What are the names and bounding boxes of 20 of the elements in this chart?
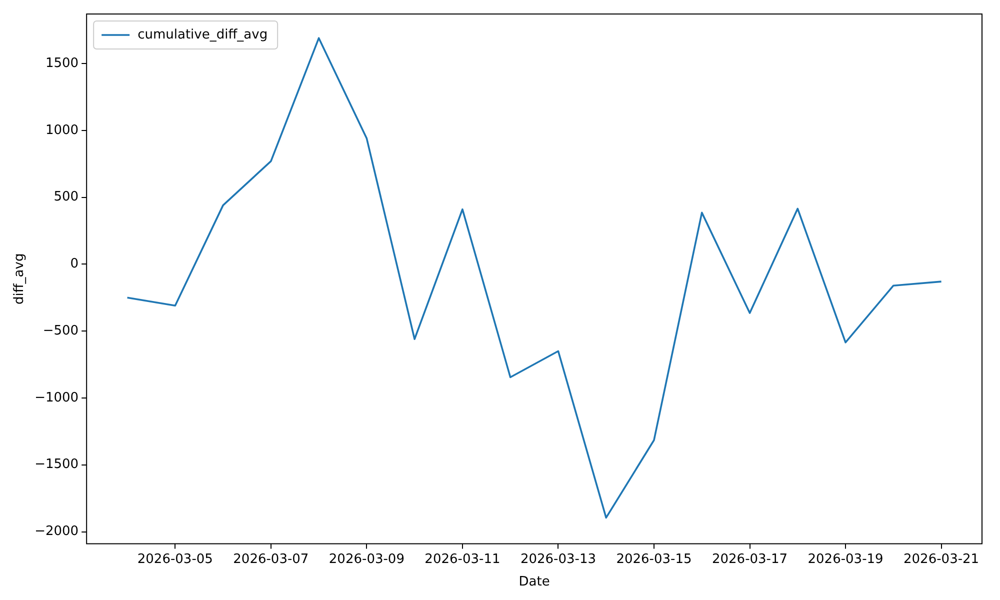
y-tick-label: −1500 xyxy=(34,457,79,472)
y-tick-label: −1000 xyxy=(34,390,79,406)
x-axis-title: Date xyxy=(518,574,550,590)
x-tick-label: 2026-03-11 xyxy=(424,552,500,567)
y-tick-label: 500 xyxy=(54,190,79,205)
y-tick-label: 1500 xyxy=(45,56,79,71)
x-tick-label: 2026-03-05 xyxy=(137,552,213,567)
x-tick-label: 2026-03-07 xyxy=(233,552,309,567)
y-tick-label: −500 xyxy=(42,323,79,338)
x-tick-label: 2026-03-09 xyxy=(328,552,404,567)
y-tick-label: 0 xyxy=(70,256,79,272)
x-tick-label: 2026-03-15 xyxy=(616,552,692,567)
x-tick-label: 2026-03-21 xyxy=(904,552,980,567)
x-tick-label: 2026-03-13 xyxy=(520,552,596,567)
legend-label: cumulative_diff_avg xyxy=(138,27,268,42)
x-tick-label: 2026-03-19 xyxy=(808,552,884,567)
y-tick-label: 1000 xyxy=(45,122,79,138)
x-tick-label: 2026-03-17 xyxy=(712,552,788,567)
y-axis-title: diff_avg xyxy=(12,253,28,305)
y-tick-label: −2000 xyxy=(34,524,79,540)
